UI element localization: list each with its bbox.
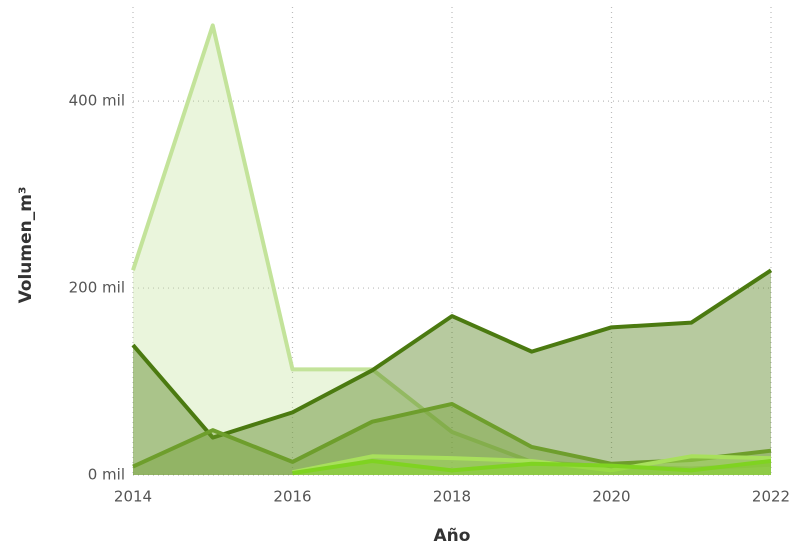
y-tick-label: 200 mil <box>69 279 125 297</box>
series-area <box>133 270 771 475</box>
x-tick-label: 2014 <box>114 488 152 506</box>
x-tick-label: 2018 <box>433 488 471 506</box>
series-line <box>292 458 772 476</box>
x-tick-label: 2020 <box>592 488 630 506</box>
series-area <box>133 403 771 475</box>
x-tick-label: 2016 <box>273 488 311 506</box>
series-line <box>292 454 772 475</box>
y-axis-title: Volumen_m³ <box>16 187 36 304</box>
series-line <box>131 268 773 440</box>
series-area <box>133 25 771 476</box>
series-area <box>292 460 771 475</box>
x-axis-title: Año <box>434 526 471 546</box>
y-tick-label: 0 mil <box>88 466 125 484</box>
y-tick-label: 400 mil <box>69 92 125 110</box>
x-tick-label: 2022 <box>752 488 790 506</box>
